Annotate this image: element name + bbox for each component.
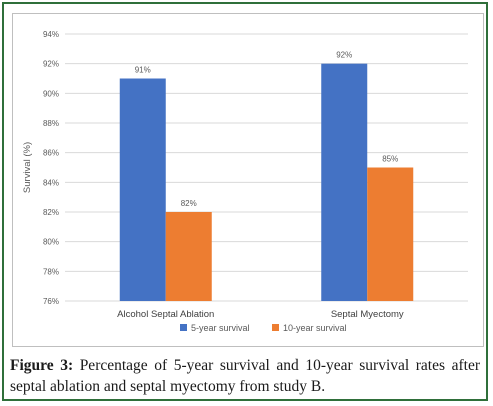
y-tick-label: 88% (43, 119, 59, 128)
y-tick-label: 78% (43, 267, 59, 276)
bar (165, 212, 212, 301)
legend-swatch (272, 324, 279, 331)
x-tick-label: Septal Myectomy (331, 309, 404, 320)
legend-swatch (180, 324, 187, 331)
figure-frame: 76% 78% 80% 82% 84% 86% 88% 90% 92% 94% Survival (… (2, 2, 488, 401)
y-tick-label: 82% (43, 208, 59, 217)
data-label: 91% (135, 66, 151, 75)
y-tick-label: 76% (43, 297, 59, 306)
x-tick-label: Alcohol Septal Ablation (117, 309, 214, 320)
bar (367, 167, 414, 301)
data-label: 92% (336, 51, 352, 60)
bar-chart: 76% 78% 80% 82% 84% 86% 88% 90% 92% 94% Survival (… (22, 30, 468, 333)
chart-area: 76% 78% 80% 82% 84% 86% 88% 90% 92% 94% Survival (… (12, 13, 484, 347)
y-axis-label: Survival (%) (22, 142, 33, 193)
legend-label: 10-year survival (283, 323, 347, 333)
legend-label: 5-year survival (191, 323, 250, 333)
y-tick-label: 90% (43, 89, 59, 98)
bar (119, 78, 166, 301)
data-label: 85% (382, 155, 398, 164)
y-tick-label: 86% (43, 149, 59, 158)
caption-text: Percentage of 5-year survival and 10-yea… (10, 357, 480, 395)
caption-label: Figure 3: (10, 357, 74, 374)
y-tick-label: 92% (43, 60, 59, 69)
y-tick-label: 84% (43, 178, 59, 187)
bar (321, 63, 368, 301)
data-label: 82% (181, 199, 197, 208)
y-tick-label: 94% (43, 30, 59, 39)
figure-caption: Figure 3: Percentage of 5-year survival … (10, 355, 480, 397)
y-tick-label: 80% (43, 238, 59, 247)
